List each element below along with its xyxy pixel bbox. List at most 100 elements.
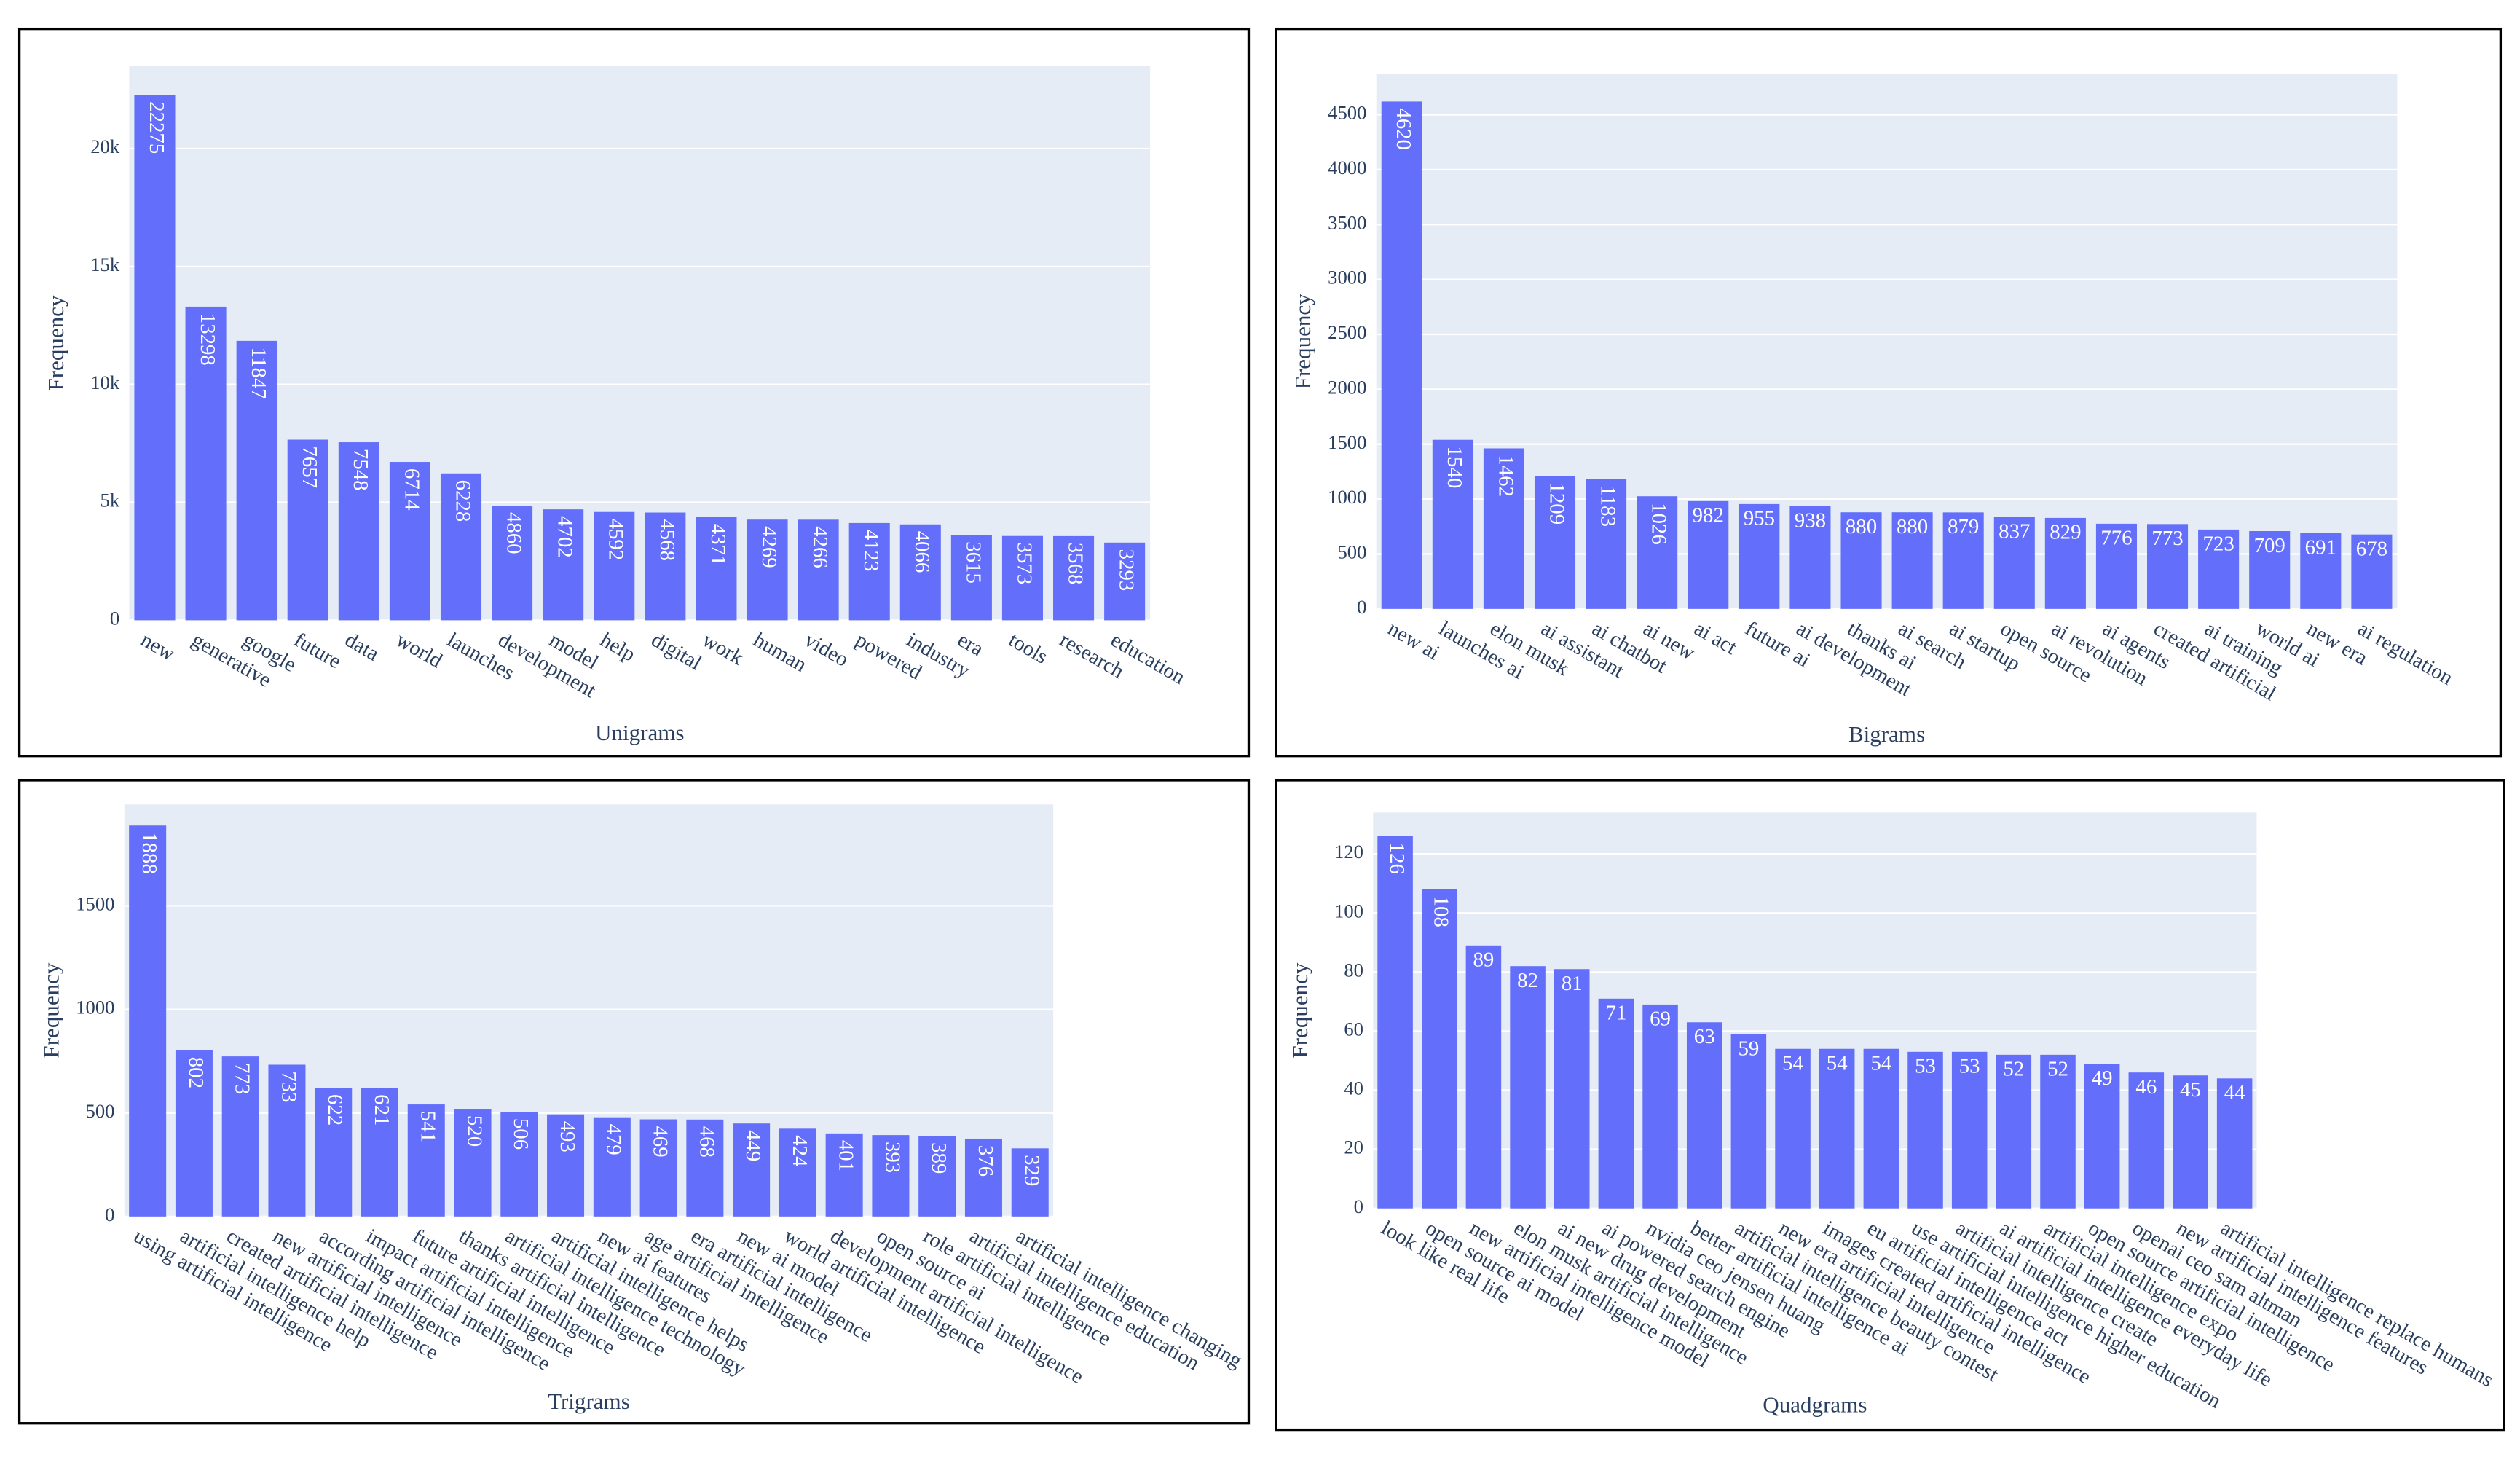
bar <box>134 95 176 621</box>
x-tick-label: digital <box>647 628 706 675</box>
value-label: 89 <box>1473 949 1494 972</box>
value-label: 54 <box>1782 1052 1803 1075</box>
value-label: 469 <box>648 1126 672 1157</box>
value-label: 22275 <box>145 101 168 154</box>
plot-background <box>124 804 1054 1217</box>
bar <box>2249 530 2291 609</box>
value-label: 1540 <box>1443 447 1466 489</box>
value-label: 4066 <box>910 531 934 573</box>
bar <box>1421 889 1457 1209</box>
value-label: 982 <box>1693 504 1724 527</box>
y-tick-label: 500 <box>86 1100 115 1122</box>
value-label: 44 <box>2224 1081 2245 1104</box>
x-tick-label: new <box>137 628 179 666</box>
value-label: 376 <box>974 1145 997 1177</box>
y-tick-label: 10k <box>90 372 120 393</box>
bar <box>407 1104 445 1217</box>
value-label: 53 <box>1959 1055 1980 1078</box>
bar <box>2084 1064 2120 1209</box>
bar <box>825 1133 863 1217</box>
value-label: 773 <box>231 1063 254 1094</box>
bar <box>1465 945 1502 1209</box>
value-label: 733 <box>277 1071 300 1102</box>
x-tick-label: world <box>392 628 446 673</box>
bar <box>500 1112 538 1217</box>
bar <box>1598 998 1634 1209</box>
value-label: 54 <box>1870 1052 1891 1075</box>
y-tick-label: 5k <box>101 490 120 511</box>
bar <box>454 1109 492 1217</box>
x-tick-label: new ai <box>1384 617 1444 665</box>
value-label: 723 <box>2203 533 2234 556</box>
bar <box>175 1050 213 1217</box>
bar <box>1819 1048 1855 1209</box>
bar <box>1104 542 1146 621</box>
bar <box>964 1138 1002 1217</box>
value-label: 1026 <box>1647 503 1671 545</box>
x-axis-title: Bigrams <box>1848 721 1925 747</box>
bar <box>1996 1054 2032 1209</box>
value-label: 6714 <box>400 468 423 511</box>
bar <box>2173 1075 2208 1209</box>
value-label: 955 <box>1744 507 1775 530</box>
value-label: 4592 <box>605 519 628 561</box>
bar <box>918 1136 956 1217</box>
value-label: 4123 <box>859 530 883 572</box>
bar <box>338 442 379 621</box>
bar <box>1053 535 1095 621</box>
value-label: 879 <box>1948 515 1979 538</box>
bar <box>1586 479 1627 609</box>
y-tick-label: 20 <box>1344 1136 1363 1158</box>
value-label: 4266 <box>808 526 832 568</box>
value-label: 54 <box>1827 1052 1848 1075</box>
bar <box>236 340 277 621</box>
y-tick-label: 2000 <box>1328 376 1366 398</box>
value-label: 837 <box>1999 519 2030 543</box>
y-tick-label: 60 <box>1344 1018 1363 1040</box>
value-label: 506 <box>509 1118 532 1150</box>
value-label: 3568 <box>1063 543 1087 585</box>
y-tick-label: 3000 <box>1328 267 1366 288</box>
x-axis-title: Quadgrams <box>1763 1392 1867 1418</box>
bar <box>1432 439 1473 609</box>
bar <box>2216 1078 2253 1209</box>
bar <box>639 1119 677 1217</box>
value-label: 802 <box>184 1057 208 1088</box>
bar <box>2128 1072 2165 1209</box>
x-tick-label: work <box>698 628 748 670</box>
bar <box>1011 1148 1049 1217</box>
bar <box>2300 533 2342 609</box>
bar <box>1863 1048 1899 1209</box>
bar <box>2147 524 2189 609</box>
y-tick-label: 1000 <box>1328 486 1366 508</box>
value-label: 4620 <box>1392 108 1415 150</box>
value-label: 126 <box>1385 843 1409 874</box>
bar <box>950 535 992 621</box>
x-tick-label: human <box>749 628 811 677</box>
value-label: 59 <box>1738 1037 1759 1060</box>
y-tick-label: 1000 <box>76 997 114 1018</box>
bar <box>1775 1048 1811 1209</box>
bar <box>2095 523 2137 609</box>
x-tick-label: future <box>290 628 345 673</box>
y-tick-label: 20k <box>90 136 120 157</box>
value-label: 63 <box>1694 1025 1715 1048</box>
value-label: 1462 <box>1494 455 1517 497</box>
bar <box>1951 1051 1988 1209</box>
value-label: 81 <box>1562 972 1583 995</box>
bar <box>1381 101 1422 609</box>
bar <box>2044 517 2086 609</box>
bar <box>492 506 533 621</box>
bar <box>268 1064 306 1217</box>
bar <box>1686 1022 1722 1209</box>
value-label: 541 <box>417 1111 440 1142</box>
bar <box>872 1135 910 1217</box>
bar <box>645 512 686 621</box>
y-tick-label: 2500 <box>1328 321 1366 343</box>
value-label: 468 <box>695 1126 718 1158</box>
chart-panel: 0 500 1000 1500 2000 2500 3000 3500 4000 4500 new … <box>1275 27 2503 758</box>
bar <box>733 1123 771 1217</box>
value-label: 7548 <box>349 449 372 491</box>
value-label: 46 <box>2135 1075 2157 1099</box>
value-label: 69 <box>1650 1008 1671 1031</box>
